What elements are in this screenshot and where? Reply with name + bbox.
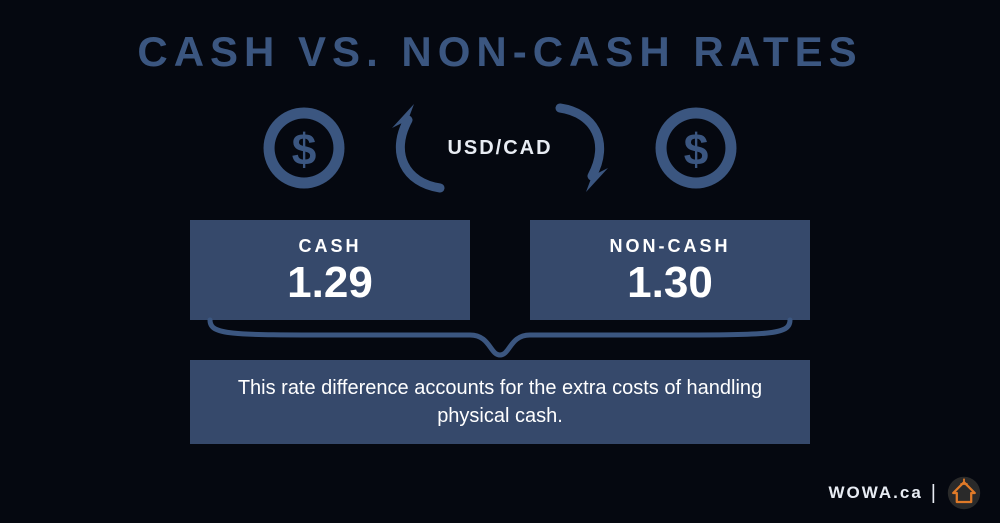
noncash-label: NON-CASH bbox=[530, 236, 810, 257]
brand-text: WOWA.ca bbox=[829, 483, 923, 503]
bracket-icon bbox=[0, 315, 1000, 365]
page-title: CASH VS. NON-CASH RATES bbox=[0, 0, 1000, 76]
dollar-coin-icon: $ bbox=[650, 102, 742, 194]
brand-separator: | bbox=[931, 482, 938, 505]
svg-text:$: $ bbox=[292, 126, 317, 175]
house-logo-icon bbox=[946, 475, 982, 511]
noncash-rate-box: NON-CASH 1.30 bbox=[530, 220, 810, 320]
exchange-center: USD/CAD bbox=[370, 98, 630, 198]
dollar-coin-icon: $ bbox=[258, 102, 350, 194]
footnote-box: This rate difference accounts for the ex… bbox=[190, 360, 810, 444]
exchange-pair-label: USD/CAD bbox=[447, 137, 552, 160]
cash-rate-box: CASH 1.29 bbox=[190, 220, 470, 320]
cash-value: 1.29 bbox=[190, 261, 470, 305]
footnote-text: This rate difference accounts for the ex… bbox=[238, 377, 762, 427]
noncash-value: 1.30 bbox=[530, 261, 810, 305]
icons-row: $ USD/CAD $ bbox=[0, 98, 1000, 198]
svg-text:$: $ bbox=[684, 126, 709, 175]
cash-label: CASH bbox=[190, 236, 470, 257]
rate-row: CASH 1.29 NON-CASH 1.30 bbox=[0, 220, 1000, 320]
brand-area: WOWA.ca | bbox=[829, 475, 983, 511]
